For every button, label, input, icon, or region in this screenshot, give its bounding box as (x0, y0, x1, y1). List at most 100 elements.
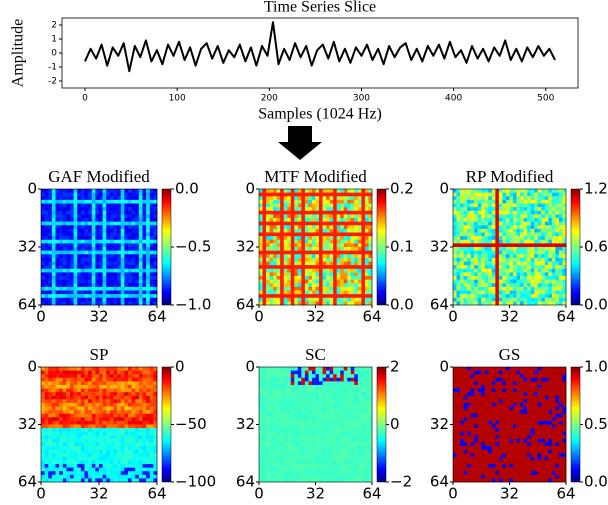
image-cell (95, 467, 100, 472)
image-cell (488, 214, 493, 219)
image-cell (41, 218, 45, 222)
image-cell (368, 257, 373, 262)
image-cell (562, 250, 567, 255)
image-cell (142, 420, 147, 425)
image-cell (534, 301, 539, 306)
image-cell (48, 276, 53, 280)
image-cell (551, 207, 556, 212)
image-cell (62, 225, 67, 230)
image-cell (311, 247, 316, 251)
image-cell (477, 290, 482, 295)
image-cell (269, 232, 274, 237)
image-cell (120, 367, 125, 371)
image-cell (548, 268, 553, 273)
image-cell (153, 261, 158, 266)
image-cell (311, 207, 316, 212)
image-cell (562, 268, 567, 273)
image-cell (62, 420, 67, 425)
image-cell (322, 402, 327, 407)
image-cell (66, 388, 71, 393)
image-cell (124, 392, 129, 397)
image-cell (44, 467, 49, 472)
image-cell (109, 367, 114, 371)
image-cell (304, 250, 309, 255)
image-cell (453, 257, 457, 262)
image-cell (106, 424, 111, 429)
image-cell (259, 395, 263, 400)
image-cell (276, 261, 281, 266)
image-cell (558, 272, 563, 277)
image-cell (537, 294, 542, 299)
image-cell (276, 417, 281, 422)
image-cell (66, 210, 71, 215)
image-cell (109, 410, 114, 415)
image-cell (283, 301, 288, 306)
image-cell (66, 261, 71, 266)
image-cell (283, 283, 288, 288)
image-cell (474, 236, 479, 241)
image-cell (73, 272, 78, 277)
image-cell (66, 417, 71, 422)
image-cell (347, 268, 352, 273)
image-cell (460, 297, 464, 302)
image-cell (131, 367, 136, 371)
image-cell (544, 301, 549, 306)
image-cell (311, 301, 316, 306)
image-cell (304, 442, 309, 447)
image-cell (551, 210, 556, 215)
image-cell (55, 453, 60, 458)
image-cell (120, 218, 125, 222)
image-cell (269, 210, 274, 215)
image-cell (120, 449, 125, 454)
image-cell (128, 279, 132, 284)
image-cell (259, 189, 263, 193)
image-cell (308, 239, 313, 244)
image-cell (467, 225, 471, 230)
image-cell (562, 192, 567, 197)
image-cell (48, 218, 53, 222)
image-cell (273, 290, 277, 295)
image-cell (66, 294, 71, 299)
image-cell (505, 214, 510, 219)
image-cell (333, 196, 337, 201)
image-cell (66, 453, 71, 458)
image-cell (308, 232, 313, 237)
image-cell (301, 428, 306, 432)
image-cell (138, 276, 143, 280)
image-cell (95, 261, 100, 266)
image-cell (308, 428, 313, 432)
image-cell (287, 301, 292, 306)
image-cell (498, 283, 503, 288)
image-cell (259, 446, 263, 450)
image-cell (294, 367, 299, 371)
image-cell (308, 420, 313, 425)
image-cell (368, 203, 373, 208)
image-cell (294, 272, 299, 277)
image-cell (495, 276, 500, 280)
x-tick-label: 32 (89, 308, 108, 326)
image-cell (336, 374, 341, 379)
image-cell (51, 467, 56, 472)
image-cell (135, 374, 140, 379)
image-cell (59, 367, 64, 371)
image-cell (70, 297, 74, 302)
image-cell (262, 392, 267, 397)
image-cell (55, 460, 60, 465)
image-cell (319, 413, 323, 418)
image-cell (41, 286, 45, 291)
image-cell (315, 257, 320, 262)
image-cell (113, 449, 118, 454)
image-cell (135, 402, 140, 407)
image-cell (467, 268, 471, 273)
image-cell (322, 406, 327, 411)
image-cell (113, 243, 118, 248)
image-cell (109, 283, 114, 288)
image-cell (516, 221, 521, 226)
image-cell (99, 257, 103, 262)
image-cell (62, 286, 67, 291)
image-cell (113, 218, 118, 222)
image-cell (551, 301, 556, 306)
image-cell (66, 428, 71, 432)
image-cell (537, 192, 542, 197)
image-cell (340, 442, 345, 447)
